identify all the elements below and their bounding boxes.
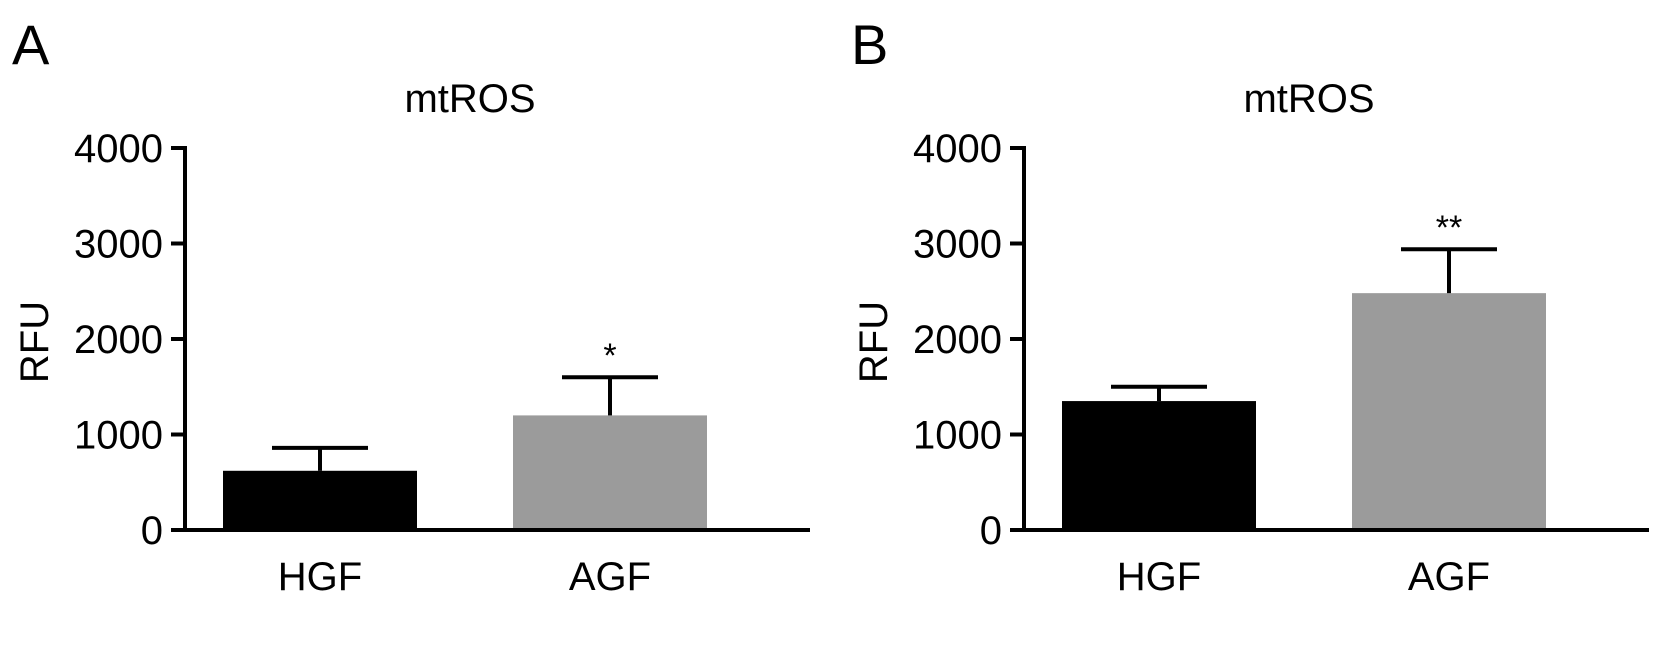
bar xyxy=(223,470,417,530)
bar xyxy=(1352,293,1546,530)
chart-panel-b: B mtROS RFU HGF ** AGF 0 1000 2000 3000 4000 xyxy=(839,0,1677,657)
panel-label: A xyxy=(12,13,50,76)
bar xyxy=(513,415,707,530)
y-tick-label: 1000 xyxy=(74,414,163,458)
x-tick-label: AGF xyxy=(569,555,651,599)
chart-panel-a: A mtROS RFU HGF * AGF 0 1000 2000 3000 4000 xyxy=(0,0,838,657)
y-axis-label: RFU xyxy=(852,301,896,383)
y-tick-label: 4000 xyxy=(74,127,163,171)
y-tick-label: 2000 xyxy=(74,318,163,362)
x-tick-label: HGF xyxy=(278,555,362,599)
significance-marker: ** xyxy=(1436,209,1462,247)
bar xyxy=(1062,401,1256,530)
y-tick-label: 4000 xyxy=(913,127,1002,171)
panel-label: B xyxy=(851,13,889,76)
plot-area: HGF ** AGF 0 1000 2000 3000 4000 xyxy=(913,127,1649,599)
y-tick-label: 3000 xyxy=(913,223,1002,267)
significance-marker: * xyxy=(603,337,616,375)
plot-area: HGF * AGF 0 1000 2000 3000 4000 xyxy=(74,127,810,599)
bar-chart: mtROS RFU HGF * AGF 0 1000 2000 3000 4000 xyxy=(13,77,810,599)
y-tick-label: 1000 xyxy=(913,414,1002,458)
x-tick-label: HGF xyxy=(1117,555,1201,599)
chart-title: mtROS xyxy=(404,77,535,121)
y-tick-label: 3000 xyxy=(74,223,163,267)
y-tick-label: 2000 xyxy=(913,318,1002,362)
x-tick-label: AGF xyxy=(1408,555,1490,599)
bar-chart: mtROS RFU HGF ** AGF 0 1000 2000 3000 4000 xyxy=(852,77,1649,599)
y-axis-label: RFU xyxy=(13,301,57,383)
y-tick-label: 0 xyxy=(980,509,1002,553)
y-tick-label: 0 xyxy=(141,509,163,553)
chart-title: mtROS xyxy=(1243,77,1374,121)
